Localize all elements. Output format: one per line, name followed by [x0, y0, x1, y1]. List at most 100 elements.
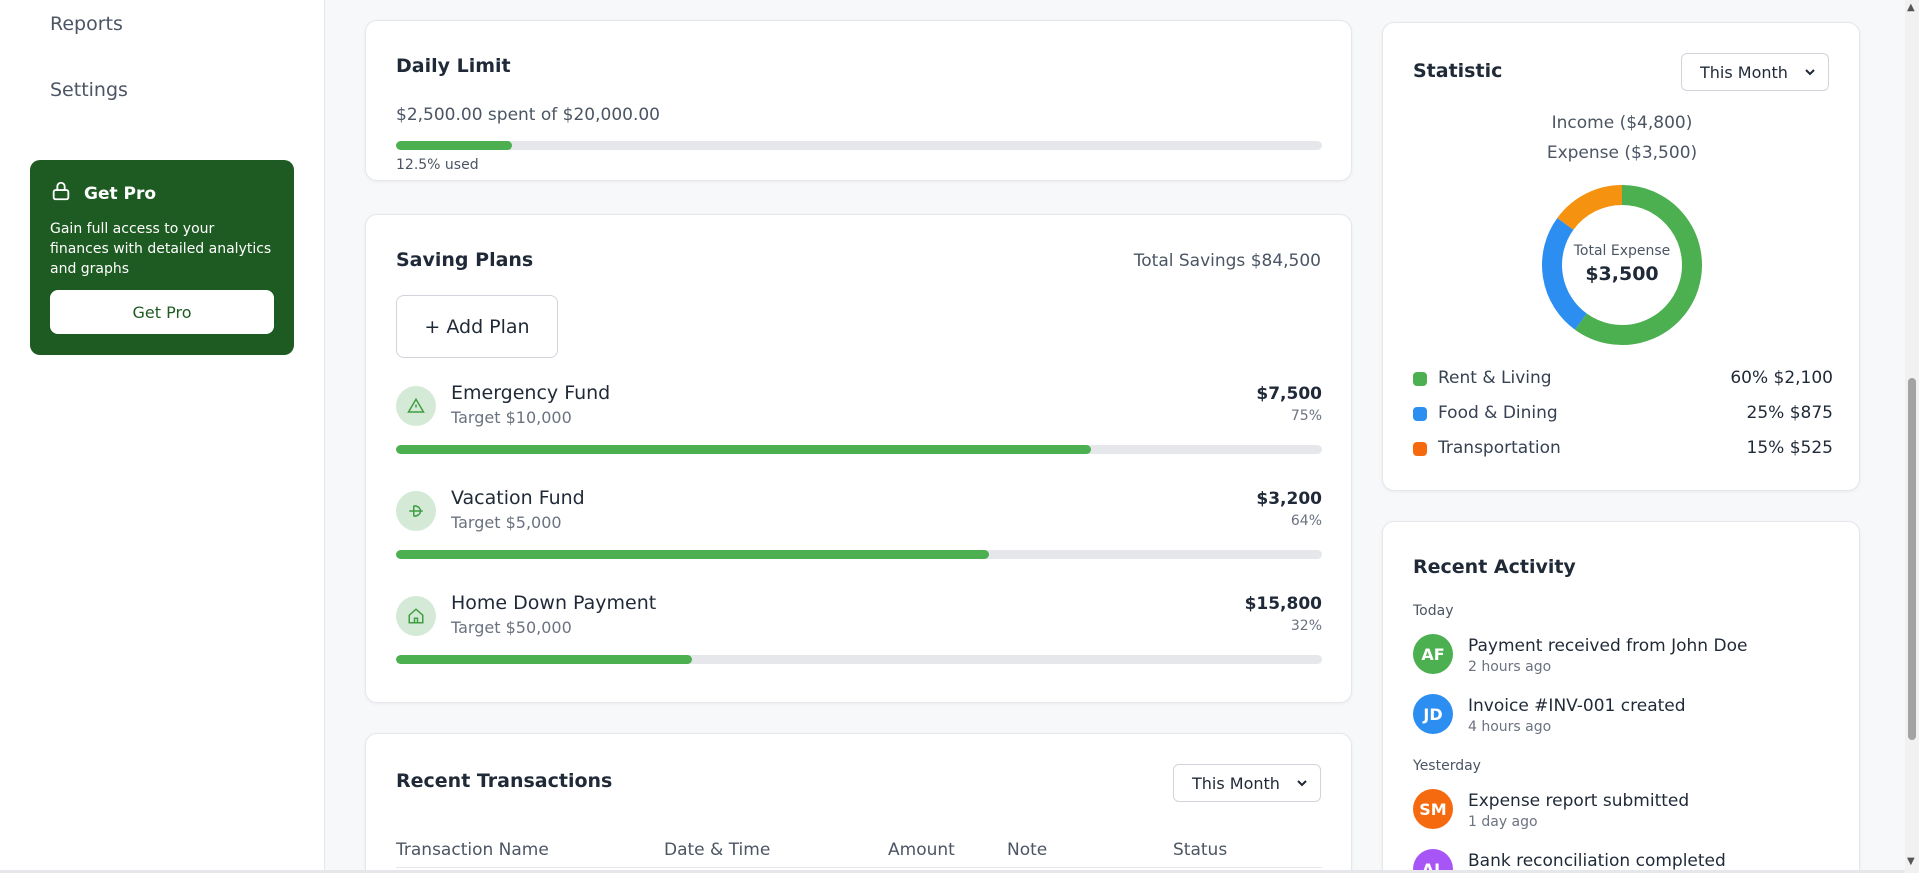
plan-amount: $15,800 [1244, 594, 1322, 614]
get-pro-card: Get Pro Gain full access to your finance… [30, 160, 294, 355]
recent-transactions-title: Recent Transactions [396, 770, 613, 792]
scrollbar-thumb[interactable] [1908, 378, 1916, 740]
get-pro-header: Get Pro [50, 180, 274, 207]
legend-value: 60% $2,100 [1730, 368, 1833, 388]
total-savings: Total Savings $84,500 [1133, 251, 1321, 271]
nav-item-reports[interactable]: Reports [50, 13, 123, 35]
page-bottom-border [0, 870, 1905, 873]
legend-value: 15% $525 [1746, 438, 1833, 458]
avatar: JD [1413, 694, 1453, 734]
plan-progress-fill [396, 445, 1091, 454]
column-header: Status [1173, 840, 1228, 860]
column-header: Note [1007, 840, 1048, 860]
recent-activity-title: Recent Activity [1413, 556, 1576, 578]
plan-target: Target $10,000 [451, 408, 572, 427]
plan-name: Emergency Fund [451, 382, 611, 404]
saving-plans-title: Saving Plans [396, 249, 534, 271]
activity-title: Payment received from John Doe [1468, 636, 1748, 656]
column-header: Amount [888, 840, 955, 860]
legend-label: Transportation [1438, 438, 1561, 458]
legend-dot [1413, 372, 1427, 386]
donut-slice-rent-living [1574, 185, 1702, 345]
activity-time: 2 hours ago [1468, 659, 1552, 675]
recent-transactions-card: Recent Transactions This Month Transacti… [365, 733, 1352, 873]
daily-limit-progress [396, 141, 1322, 150]
legend-value: 25% $875 [1746, 403, 1833, 423]
plan-name: Home Down Payment [451, 592, 657, 614]
donut-center-label: Total Expense [1573, 243, 1671, 259]
scroll-up-arrow-icon[interactable]: ▲ [1907, 2, 1915, 13]
table-divider [396, 867, 1322, 868]
plan-item: Home Down Payment Target $50,000 $15,800… [396, 592, 1322, 682]
legend-dot [1413, 442, 1427, 456]
activity-time: 4 hours ago [1468, 719, 1552, 735]
nav-item-settings[interactable]: Settings [50, 79, 128, 101]
donut-slice-food-dining [1542, 217, 1588, 330]
plan-item: Vacation Fund Target $5,000 $3,200 64% [396, 487, 1322, 577]
legend-label: Rent & Living [1438, 368, 1552, 388]
donut-slice-transportation [1557, 185, 1623, 231]
transactions-period-value: This Month [1192, 773, 1280, 793]
activity-item: JD Invoice #INV-001 created 4 hours ago [1413, 694, 1833, 738]
plan-amount: $7,500 [1256, 384, 1322, 404]
plan-progress [396, 655, 1322, 664]
statistic-period-value: This Month [1700, 62, 1788, 82]
plan-amount: $3,200 [1256, 489, 1322, 509]
get-pro-description: Gain full access to your finances with d… [50, 221, 272, 277]
legend-item: Food & Dining 25% $875 [1413, 403, 1833, 425]
daily-limit-progress-fill [396, 141, 512, 150]
plan-percent: 64% [1290, 513, 1322, 529]
legend-item: Transportation 15% $525 [1413, 438, 1833, 460]
activity-title: Bank reconciliation completed [1468, 851, 1726, 871]
home-icon [396, 596, 436, 636]
scrollbar[interactable]: ▲ ▼ [1905, 0, 1919, 873]
sidebar: Reports Settings Get Pro Gain full acces… [0, 0, 325, 873]
lock-icon [50, 180, 72, 207]
alert-triangle-icon [396, 386, 436, 426]
activity-group-today: Today [1413, 603, 1454, 619]
activity-title: Expense report submitted [1468, 791, 1690, 811]
add-plan-button[interactable]: + Add Plan [396, 295, 558, 358]
scroll-down-arrow-icon[interactable]: ▼ [1907, 856, 1915, 867]
activity-group-yesterday: Yesterday [1413, 758, 1481, 774]
plan-name: Vacation Fund [451, 487, 585, 509]
plan-target: Target $50,000 [451, 618, 572, 637]
legend-dot [1413, 407, 1427, 421]
avatar: SM [1413, 789, 1453, 829]
statistic-period-select[interactable]: This Month [1681, 53, 1829, 91]
recent-activity-card: Recent Activity Today AF Payment receive… [1382, 521, 1860, 873]
column-header: Transaction Name [396, 840, 549, 860]
avatar: AF [1413, 634, 1453, 674]
plan-item: Emergency Fund Target $10,000 $7,500 75% [396, 382, 1322, 472]
plan-progress [396, 445, 1322, 454]
activity-time: 1 day ago [1468, 814, 1538, 830]
saving-plans-card: Saving Plans Total Savings $84,500 + Add… [365, 214, 1352, 703]
get-pro-button[interactable]: Get Pro [50, 290, 274, 334]
chevron-down-icon [1804, 63, 1816, 82]
transactions-period-select[interactable]: This Month [1173, 764, 1321, 802]
daily-limit-spent: $2,500.00 spent of $20,000.00 [396, 105, 660, 125]
activity-title: Invoice #INV-001 created [1468, 696, 1686, 716]
legend-label: Food & Dining [1438, 403, 1558, 423]
statistic-card: Statistic This Month Income ($4,800) Exp… [1382, 22, 1860, 491]
get-pro-title: Get Pro [84, 183, 157, 204]
plan-progress [396, 550, 1322, 559]
activity-item: AL Bank reconciliation completed [1413, 849, 1833, 873]
daily-limit-title: Daily Limit [396, 55, 511, 77]
plan-percent: 32% [1290, 618, 1322, 634]
plane-icon [396, 491, 436, 531]
expense-donut-chart [1542, 185, 1702, 345]
plan-percent: 75% [1290, 408, 1322, 424]
activity-item: AF Payment received from John Doe 2 hour… [1413, 634, 1833, 678]
statistic-title: Statistic [1413, 60, 1503, 82]
income-label: Income ($4,800) [1551, 113, 1693, 133]
daily-limit-card: Daily Limit $2,500.00 spent of $20,000.0… [365, 20, 1352, 181]
donut-center-value: $3,500 [1585, 263, 1659, 285]
legend-item: Rent & Living 60% $2,100 [1413, 368, 1833, 390]
column-header: Date & Time [664, 840, 771, 860]
plan-progress-fill [396, 655, 693, 664]
plan-target: Target $5,000 [451, 513, 562, 532]
activity-item: SM Expense report submitted 1 day ago [1413, 789, 1833, 833]
daily-limit-used: 12.5% used [396, 157, 479, 173]
plan-progress-fill [396, 550, 989, 559]
